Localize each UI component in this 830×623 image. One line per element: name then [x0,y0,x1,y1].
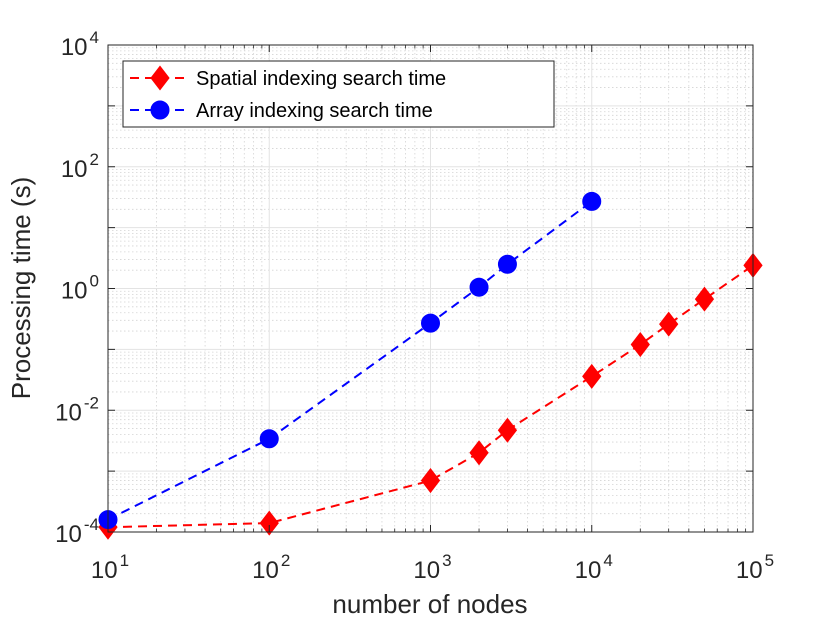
y-tick-label-base: 10 [55,399,82,426]
y-tick-label-base: 10 [55,521,82,548]
x-tick-label: 10 2 [252,551,290,584]
series-1-line [107,264,754,529]
y-tick-label-exponent: 2 [90,150,99,169]
series-1-point [630,332,650,358]
x-tick-label-base: 10 [413,557,440,584]
x-tick-label: 10 5 [736,551,774,584]
y-tick-label-exponent: 0 [90,272,99,291]
x-tick-label-base: 10 [91,557,118,584]
x-tick-label-base: 10 [736,557,763,584]
series-1-point [469,440,489,466]
series-2-line [107,200,593,521]
series-1-point [694,286,715,312]
x-tick-label-exponent: 3 [442,551,451,570]
ticks [107,44,754,533]
legend: Spatial indexing search time Array indexi… [122,60,555,128]
legend-box [122,60,555,128]
y-tick-label: 10 -4 [55,515,99,548]
y-tick-label: 10 4 [61,28,99,61]
x-tick-label-exponent: 5 [765,551,774,570]
y-tick-label-base: 10 [61,278,88,305]
y-axis-label: Processing time (s) [6,177,36,400]
x-tick-label-exponent: 1 [120,551,129,570]
x-tick-label-base: 10 [252,557,279,584]
y-tick-label-exponent: 4 [90,28,99,47]
series-1-point [259,510,279,536]
y-tick-label: 10 2 [61,150,99,183]
y-tick-label: 10 -2 [55,393,99,426]
series-layer [98,191,763,540]
x-tick-label-base: 10 [575,557,602,584]
x-tick-label: 10 1 [91,551,129,584]
x-tick-label-exponent: 2 [281,551,290,570]
series-1-point [582,363,602,389]
y-tick-label: 10 0 [61,272,99,305]
series-2-point [497,254,517,274]
x-axis-label: number of nodes [332,589,527,619]
series-1-point [659,311,679,337]
series-1-point [497,417,518,443]
x-tick-label: 10 3 [413,551,451,584]
y-tick-label-base: 10 [61,156,88,183]
legend-label-2: Array indexing search time [196,100,433,122]
legend-label-1: Spatial indexing search time [196,68,446,90]
x-tick-label-exponent: 4 [603,551,612,570]
series-2-point [469,277,489,297]
y-tick-label-base: 10 [61,34,88,61]
series-2-point [582,191,602,211]
series-1-point [420,468,441,494]
legend-marker-1 [150,65,170,91]
series-2-point [421,313,440,333]
y-tick-label-exponent: -4 [84,515,99,534]
x-tick-labels: 10 1 10 2 10 3 10 4 10 5 [91,551,774,584]
legend-marker-2 [150,100,170,120]
series-2-point [259,429,279,449]
y-tick-label-exponent: -2 [84,393,99,412]
x-tick-label: 10 4 [575,551,613,584]
